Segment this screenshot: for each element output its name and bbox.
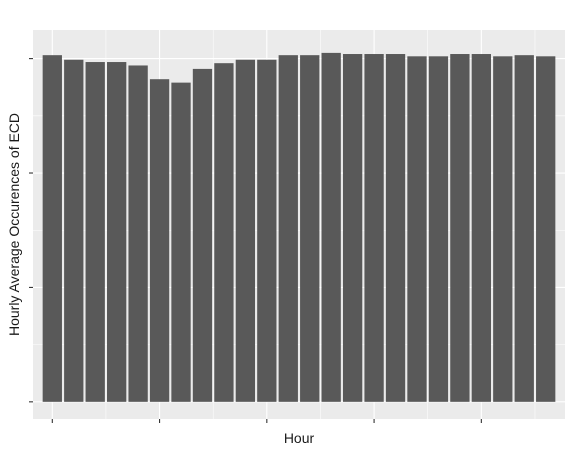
y-axis-ticks: [29, 58, 33, 403]
y-axis-title: Hourly Average Occurences of ECD: [6, 113, 22, 336]
bar-hour-12: [300, 55, 320, 402]
bar-hour-14: [342, 54, 363, 402]
bar-hour-22: [514, 55, 534, 402]
bar-hour-7: [192, 68, 213, 402]
bar-hour-6: [171, 82, 191, 402]
bar-hour-2: [85, 62, 105, 402]
bar-hour-5: [149, 79, 170, 402]
bar-hour-21: [493, 56, 513, 402]
bar-hour-1: [64, 59, 84, 402]
bars: [42, 52, 556, 402]
bar-hour-4: [128, 65, 148, 402]
bar-hour-3: [107, 62, 127, 402]
bar-hour-18: [428, 56, 449, 402]
bar-hour-20: [471, 54, 491, 402]
bar-hour-17: [407, 56, 427, 402]
bar-hour-15: [364, 54, 384, 402]
bar-hour-10: [257, 59, 277, 402]
x-axis-ticks: [51, 419, 482, 423]
bar-hour-9: [235, 59, 256, 402]
bar-hour-0: [42, 55, 62, 402]
bar-hour-19: [450, 54, 470, 402]
bar-hour-8: [214, 63, 234, 402]
bar-hour-11: [278, 55, 298, 402]
bar-hour-23: [536, 56, 556, 402]
bar-hour-13: [321, 52, 341, 402]
bar-hour-16: [385, 54, 406, 402]
x-axis-title: Hour: [284, 430, 315, 446]
